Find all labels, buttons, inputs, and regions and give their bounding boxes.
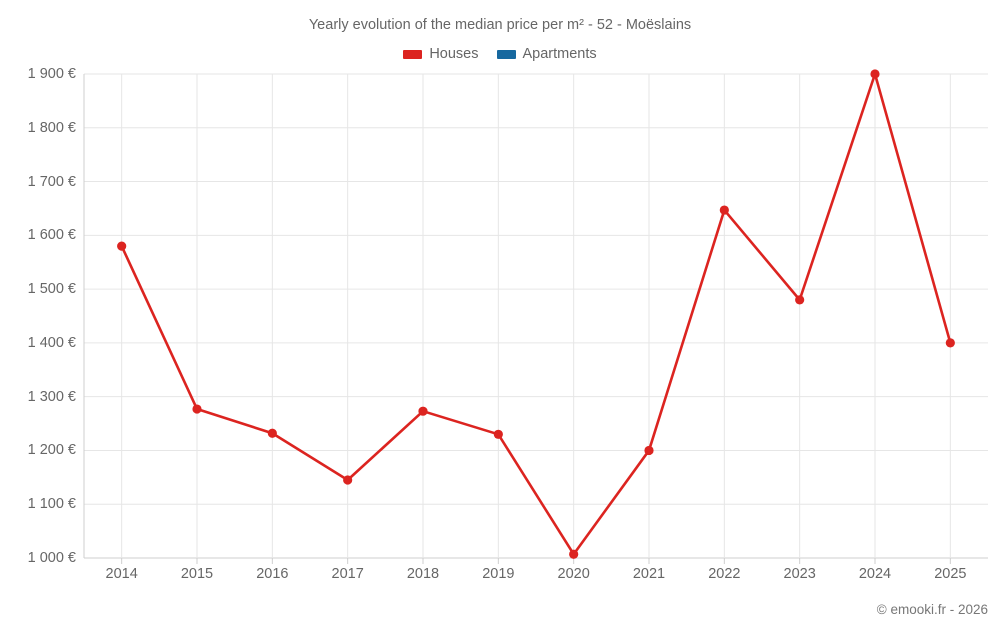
x-tick-label: 2022 [708,566,741,582]
x-tick-label: 2019 [482,566,515,582]
legend-swatch-houses [403,49,423,59]
data-point[interactable]: Houses 2017: 1145 [343,475,353,485]
y-tick-label: 1 100 € [27,496,76,513]
legend-swatch-apartments [496,49,516,59]
data-point[interactable]: Houses 2020: 1007 [569,549,579,559]
y-tick-label: 1 900 € [27,66,76,82]
legend-label-houses: Houses [429,46,479,62]
x-tick-label: 2025 [934,566,967,582]
y-tick-label: 1 700 € [27,173,76,190]
y-tick-label: 1 300 € [27,388,76,405]
series-line-houses [120,72,952,556]
y-tick-label: 1 800 € [27,119,76,136]
plot-area: Houses 2014: 1580 Houses 2015: 1277 Houses… [83,69,988,564]
data-point[interactable]: Houses 2022: 1647 [719,205,729,215]
y-tick-label: 1 600 € [27,227,76,244]
chart-title: Yearly evolution of the median price per… [308,17,692,33]
y-tick-label: 1 000 € [27,550,76,566]
x-tick-label: 2023 [783,566,816,582]
data-point[interactable]: Houses 2019: 1230 [493,429,503,439]
plot-svg: Houses 2014: 1580 Houses 2015: 1277 Houses… [83,69,988,564]
x-tick-label: 2024 [858,566,892,582]
data-point[interactable]: Houses 2014: 1580 [117,241,127,251]
chart-legend: Houses Apartments [0,46,1000,62]
data-point[interactable]: Houses 2016: 1232 [267,428,277,438]
legend-item-apartments[interactable]: Apartments [496,46,597,62]
x-tick-label: 2021 [632,566,666,582]
y-tick-label: 1 200 € [27,442,76,459]
y-axis: 1 000 € 1 100 € 1 200 € 1 300 € 1 400 € 1 500… [0,0,76,625]
x-tick-label: 2018 [406,566,440,582]
data-point[interactable]: Houses 2018: 1273 [418,406,428,416]
y-tick-label: 1 500 € [27,281,76,298]
x-tick-label: 2014 [105,566,138,582]
x-tick-label: 2016 [256,566,289,582]
legend-item-houses[interactable]: Houses [403,46,479,62]
x-tick-label: 2020 [557,566,590,582]
x-tick-label: 2015 [180,566,214,582]
data-point[interactable]: Houses 2015: 1277 [192,404,202,414]
legend-label-apartments: Apartments [522,46,597,62]
y-tick-label: 1 400 € [27,334,76,351]
copyright-credit: © emooki.fr - 2026 [876,602,988,617]
x-tick-label: 2017 [331,566,364,582]
data-point[interactable]: Houses 2023: 1480 [795,295,805,305]
